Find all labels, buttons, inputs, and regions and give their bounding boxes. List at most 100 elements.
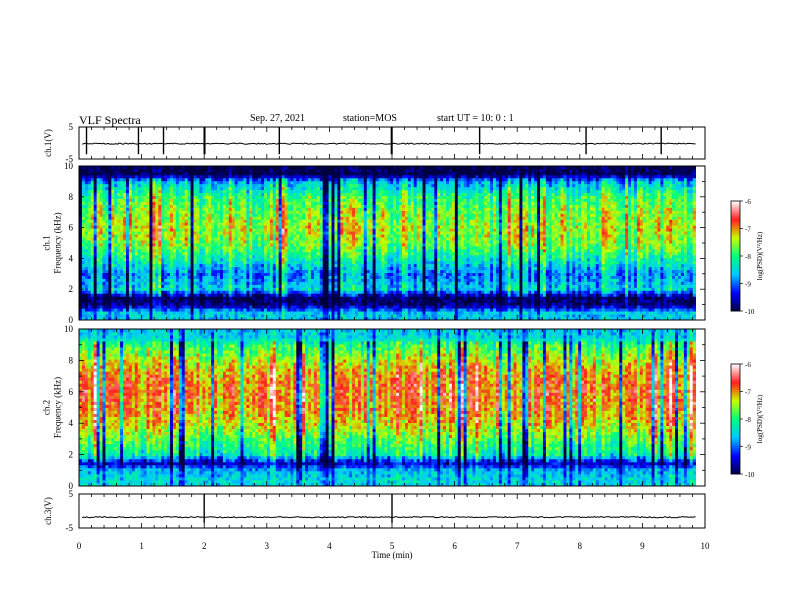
ch1-spectrogram-cell — [332, 252, 335, 255]
ch1-spectrogram-cell — [549, 284, 552, 287]
ch1-spectrogram-cell — [628, 261, 631, 264]
ch1-spectrogram-cell — [634, 261, 637, 264]
ch1-spectrogram-cell — [434, 287, 437, 290]
ch1-spectrogram-cell — [502, 308, 505, 311]
ch1-spectrogram-cell — [152, 276, 155, 279]
ch1-spectrogram-cell — [417, 267, 420, 270]
ch1-spectrogram-cell — [622, 270, 625, 273]
ch1-spectrogram-cell — [226, 258, 229, 261]
ch1-spectrogram-cell — [414, 305, 417, 308]
ch1-spectrogram-cell — [123, 273, 126, 276]
ch1-spectrogram-cell — [299, 279, 302, 282]
ch1-spectrogram-cell — [229, 264, 232, 267]
ch1-spectrogram-cell — [599, 255, 602, 258]
ch1-spectrogram-cell — [138, 296, 141, 299]
ch1-spectrogram-cell — [487, 252, 490, 255]
ch1-spectrogram-cell — [616, 287, 619, 290]
ch1-spectrogram-cell — [478, 284, 481, 287]
ch1-spectrogram-cell — [675, 293, 678, 296]
ch1-spectrogram-cell — [387, 314, 390, 317]
ch1-spectrogram-cell — [287, 261, 290, 264]
ch1-spectrogram-cell — [634, 255, 637, 258]
ch1-spectrogram-cell — [111, 276, 114, 279]
ch1-spectrogram-cell — [525, 308, 528, 311]
ch1-spectrogram-cell — [693, 293, 696, 296]
ch1-spectrogram-cell — [514, 276, 517, 279]
ch1-spectrogram-cell — [543, 282, 546, 285]
ch1-spectrogram-cell — [561, 282, 564, 285]
ch1-spectrogram-cell — [147, 249, 150, 252]
ch1-spectrogram-cell — [132, 302, 135, 305]
ch1-spectrogram-cell — [358, 314, 361, 317]
ch1-spectrogram-cell — [593, 305, 596, 308]
ch1-spectrogram-cell — [428, 258, 431, 261]
ch1-spectrogram-cell — [164, 282, 167, 285]
ch1-spectrogram-cell — [120, 305, 123, 308]
ch1-spectrogram-cell — [158, 270, 161, 273]
ch1-spectrogram-cell — [505, 264, 508, 267]
ch1-spectrogram-cell — [543, 264, 546, 267]
ch1-spectrogram-cell — [343, 299, 346, 302]
ch1-spectrogram-cell — [323, 267, 326, 270]
ch1-spectrogram-cell — [431, 287, 434, 290]
ch1-spectrogram-cell — [528, 287, 531, 290]
ch1-spectrogram-cell — [229, 314, 232, 317]
ch1-spectrogram-cell — [540, 276, 543, 279]
ch1-spectrogram-cell — [91, 264, 94, 267]
ch1-spectrogram-cell — [566, 252, 569, 255]
ch1-spectrogram-cell — [522, 276, 525, 279]
ch1-spectrogram-cell — [452, 267, 455, 270]
ch1-spectrogram-cell — [405, 314, 408, 317]
ch1-spectrogram-cell — [279, 305, 282, 308]
ch1-spectrogram-cell — [329, 264, 332, 267]
ch1-spectrogram-cell — [652, 308, 655, 311]
ch1-spectrogram-cell — [514, 270, 517, 273]
ch1-spectrogram-cell — [402, 258, 405, 261]
ch1-spectrogram-cell — [390, 270, 393, 273]
ch1-spectrogram-cell — [575, 270, 578, 273]
ch1-spectrogram-cell — [285, 273, 288, 276]
ch1-spectrogram-cell — [147, 261, 150, 264]
ch1-spectrogram-cell — [449, 252, 452, 255]
ch1-spectrogram-cell — [129, 273, 132, 276]
ch1-spectrogram-cell — [326, 314, 329, 317]
ch1-spectrogram-cell — [346, 255, 349, 258]
ch1-spectrogram-cell — [390, 287, 393, 290]
ch1-spectrogram-cell — [493, 258, 496, 261]
ch1-spectrogram-cell — [167, 255, 170, 258]
ch1-spectrogram-cell — [267, 279, 270, 282]
ch1-spectrogram-cell — [308, 287, 311, 290]
ch1-spectrogram-cell — [405, 308, 408, 311]
ch1-spectrogram-cell — [575, 284, 578, 287]
ch1-spectrogram-cell — [217, 261, 220, 264]
ch1-spectrogram-cell — [141, 314, 144, 317]
ch1-spectrogram-cell — [229, 282, 232, 285]
ch1-spectrogram-cell — [458, 276, 461, 279]
ch1-spectrogram-cell — [464, 267, 467, 270]
ch1-spectrogram-cell — [246, 284, 249, 287]
ch1-spectrogram-cell — [681, 279, 684, 282]
ch1-spectrogram-cell — [461, 293, 464, 296]
ch1-spectrogram-cell — [616, 284, 619, 287]
ch1-spectrogram-cell — [346, 270, 349, 273]
ch1-spectrogram-cell — [182, 279, 185, 282]
ch1-spectrogram-cell — [340, 311, 343, 314]
ch1-spectrogram-cell — [97, 287, 100, 290]
ch1-spectrogram-cell — [475, 308, 478, 311]
ch1-spectrogram-cell — [323, 296, 326, 299]
ch1-spectrogram-cell — [387, 302, 390, 305]
ch1-spectrogram-cell — [478, 314, 481, 317]
ch1-spectrogram-cell — [569, 252, 572, 255]
ch1-spectrogram-cell — [461, 308, 464, 311]
ch1-spectrogram-cell — [376, 261, 379, 264]
ch1-spectrogram-cell — [546, 276, 549, 279]
ch1-spectrogram-cell — [478, 261, 481, 264]
ch1-spectrogram-cell — [214, 279, 217, 282]
ch1-spectrogram-cell — [149, 261, 152, 264]
ch1-spectrogram-cell — [519, 284, 522, 287]
ch1-spectrogram-cell — [240, 279, 243, 282]
ch1-spectrogram-cell — [608, 305, 611, 308]
ch1-spectrogram-cell — [149, 270, 152, 273]
ch1-spectrogram-cell — [214, 314, 217, 317]
ch1-spectrogram-cell — [414, 279, 417, 282]
